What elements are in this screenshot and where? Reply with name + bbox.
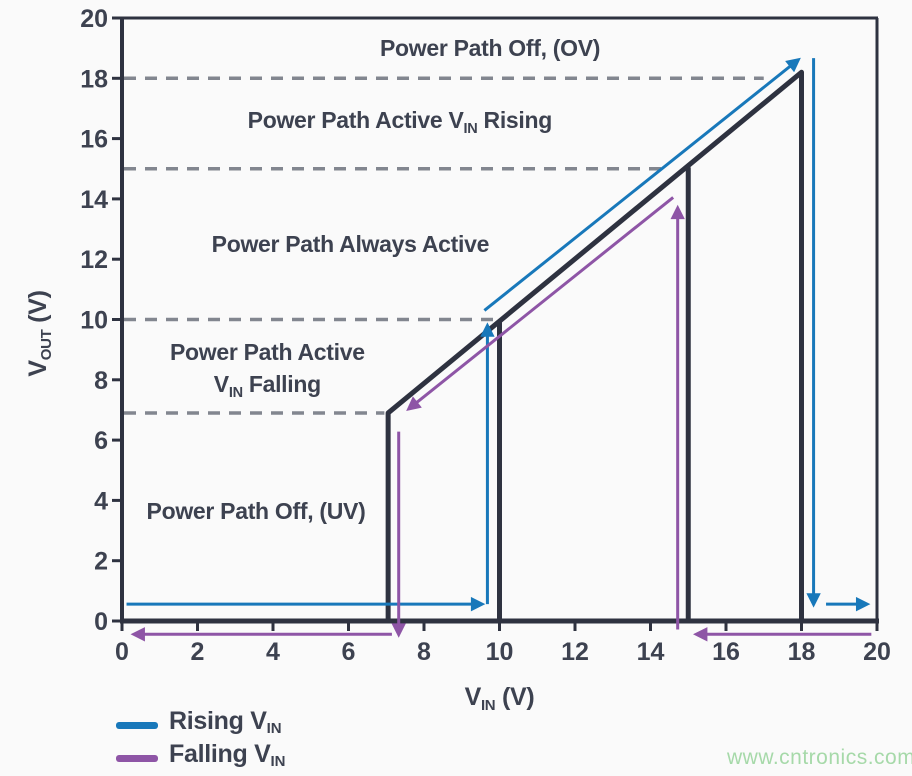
y-tick-label: 16 bbox=[80, 126, 108, 154]
legend-label-rising: Rising VIN bbox=[169, 707, 282, 737]
y-tick-label: 0 bbox=[94, 608, 108, 636]
x-tick-label: 10 bbox=[486, 638, 514, 666]
region-label-5: Power Path Off, (UV) bbox=[147, 498, 366, 524]
legend-item-falling: Falling VIN bbox=[116, 740, 285, 772]
y-tick-label: 4 bbox=[94, 487, 108, 515]
x-tick-label: 2 bbox=[191, 638, 205, 666]
threshold-dashed-lines bbox=[124, 76, 764, 415]
y-tick-label: 12 bbox=[80, 246, 108, 274]
x-tick-label: 4 bbox=[266, 638, 280, 666]
axis-tick-labels: 0 2 4 6 8 10 12 14 16 18 20 0 2 4 6 8 10 12 14 16 18 20 bbox=[80, 5, 891, 666]
region-label-2: Power Path Always Active bbox=[212, 231, 489, 257]
falling-vin-path-segment bbox=[406, 196, 675, 411]
x-tick-label: 6 bbox=[342, 638, 356, 666]
region-label-4: VIN Falling bbox=[214, 371, 321, 401]
axis-ticks bbox=[112, 16, 879, 631]
hysteresis-chart: 0 2 4 6 8 10 12 14 16 18 20 0 2 4 6 8 10 12 14 16 18 20 Power … bbox=[24, 5, 891, 712]
y-tick-label: 10 bbox=[80, 307, 108, 335]
region-label-1: Power Path Active VIN Rising bbox=[248, 107, 552, 137]
y-tick-label: 6 bbox=[94, 427, 108, 455]
rising-line-swatch bbox=[116, 721, 158, 729]
falling-line-swatch bbox=[116, 754, 158, 762]
x-tick-label: 8 bbox=[417, 638, 431, 666]
legend-item-rising: Rising VIN bbox=[116, 707, 285, 739]
rising-vin-path-segment bbox=[483, 57, 801, 312]
legend-label-falling: Falling VIN bbox=[169, 740, 286, 770]
region-label-0: Power Path Off, (OV) bbox=[380, 35, 600, 61]
y-tick-label: 18 bbox=[80, 65, 108, 93]
transfer-curve bbox=[385, 69, 804, 621]
x-tick-label: 0 bbox=[115, 638, 129, 666]
y-tick-label: 2 bbox=[94, 548, 108, 576]
watermark: www.cntronics.com bbox=[727, 746, 912, 769]
y-tick-label: 8 bbox=[94, 367, 108, 395]
x-tick-label: 12 bbox=[561, 638, 589, 666]
x-tick-label: 14 bbox=[637, 638, 665, 666]
falling-vin-path bbox=[130, 196, 872, 642]
x-tick-label: 16 bbox=[712, 638, 740, 666]
x-axis-label: VIN (V) bbox=[465, 683, 535, 712]
y-tick-label: 14 bbox=[80, 186, 108, 214]
rising-vin-path bbox=[126, 57, 871, 612]
x-tick-label: 18 bbox=[788, 638, 816, 666]
transfer-curve-segment bbox=[385, 69, 804, 621]
y-tick-label: 20 bbox=[80, 5, 108, 33]
x-tick-label: 20 bbox=[863, 638, 891, 666]
chart-legend: Rising VIN Falling VIN bbox=[116, 707, 285, 772]
region-label-3: Power Path Active bbox=[170, 339, 365, 365]
y-axis-label: VOUT (V) bbox=[24, 290, 55, 376]
